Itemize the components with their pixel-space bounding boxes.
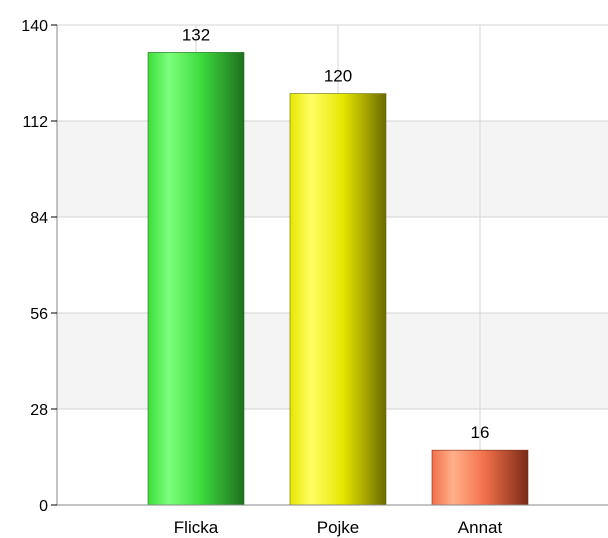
x-tick-label-pojke: Pojke bbox=[317, 518, 360, 537]
x-tick-label-annat: Annat bbox=[458, 518, 503, 537]
data-label-annat: 16 bbox=[471, 423, 490, 442]
axes bbox=[56, 25, 608, 506]
y-tick-label: 140 bbox=[21, 18, 48, 35]
bar-flicka bbox=[147, 52, 245, 506]
x-axis-labels: Flicka Pojke Annat bbox=[174, 518, 503, 537]
y-axis-ticks: 0 28 56 84 112 140 bbox=[21, 18, 57, 515]
y-tick-label: 56 bbox=[30, 306, 48, 323]
bar-pojke bbox=[289, 93, 387, 506]
y-tick-label: 112 bbox=[22, 114, 48, 131]
data-labels: 132 120 16 bbox=[182, 25, 490, 442]
bar-annat bbox=[431, 449, 529, 506]
y-tick-label: 0 bbox=[39, 498, 48, 515]
data-label-flicka: 132 bbox=[182, 25, 210, 44]
y-tick-label: 28 bbox=[30, 402, 48, 419]
bars-group bbox=[147, 52, 529, 506]
data-label-pojke: 120 bbox=[324, 67, 352, 86]
y-tick-label: 84 bbox=[30, 210, 48, 227]
x-tick-label-flicka: Flicka bbox=[174, 518, 219, 537]
